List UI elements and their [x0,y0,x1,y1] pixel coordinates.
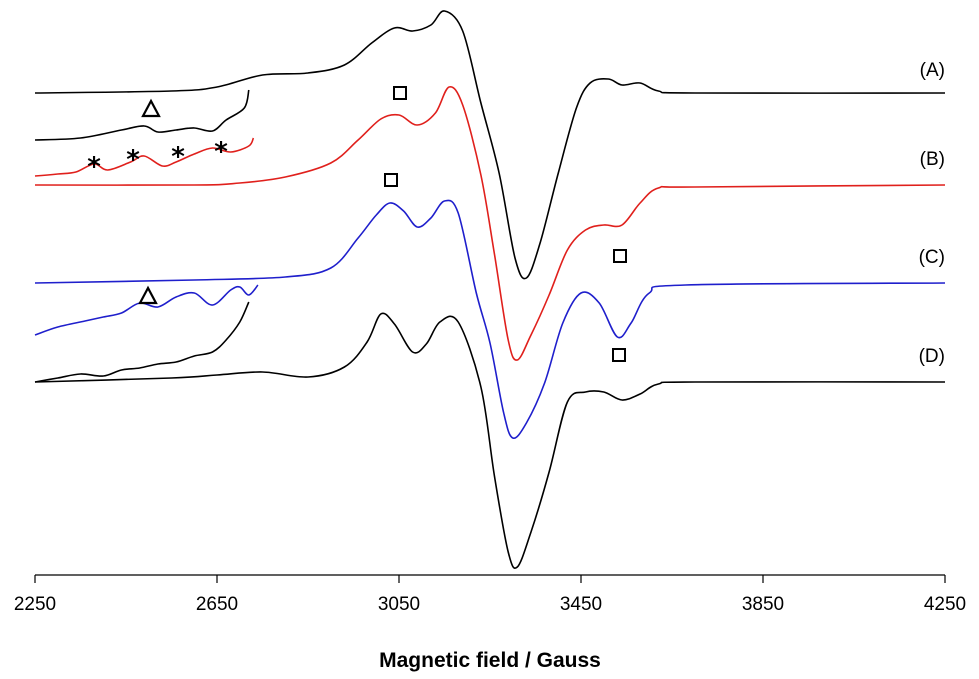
x-axis-title: Magnetic field / Gauss [379,649,601,672]
insets-layer [34,89,259,383]
inset-A-trace [34,89,250,141]
inset-B-trace [34,137,255,177]
triangle-marker [141,98,161,118]
x-axis: 2250 2650 3050 3450 3850 4250 [14,574,966,615]
x-tick-label: 2250 [14,594,56,615]
trace-label-d: (D) [919,346,945,367]
trace-b [34,86,946,361]
trace-label-b: (B) [920,149,945,170]
trace-labels: (A) (B) (C) (D) [919,60,945,367]
x-tick-label: 4250 [924,594,966,615]
square-marker [384,173,398,187]
inset-D-trace [34,301,250,383]
asterisk-marker: * [126,145,140,175]
annotation-markers: * * * * [87,86,627,362]
x-tick-label: 3050 [378,594,420,615]
asterisk-marker: * [214,137,228,167]
traces-layer [34,10,946,569]
square-marker [613,249,627,263]
square-marker [393,86,407,100]
x-tick-label: 3450 [560,594,602,615]
trace-label-c: (C) [919,247,945,268]
trace-d [34,312,946,569]
x-tick-label: 3850 [742,594,784,615]
inset-C-trace [34,284,259,336]
triangle-marker [138,285,158,305]
asterisk-marker: * [171,142,185,172]
trace-c [34,199,946,440]
trace-a [34,10,946,280]
square-marker [612,348,626,362]
x-tick-label: 2650 [196,594,238,615]
asterisk-marker: * [87,152,101,182]
trace-label-a: (A) [920,60,945,81]
